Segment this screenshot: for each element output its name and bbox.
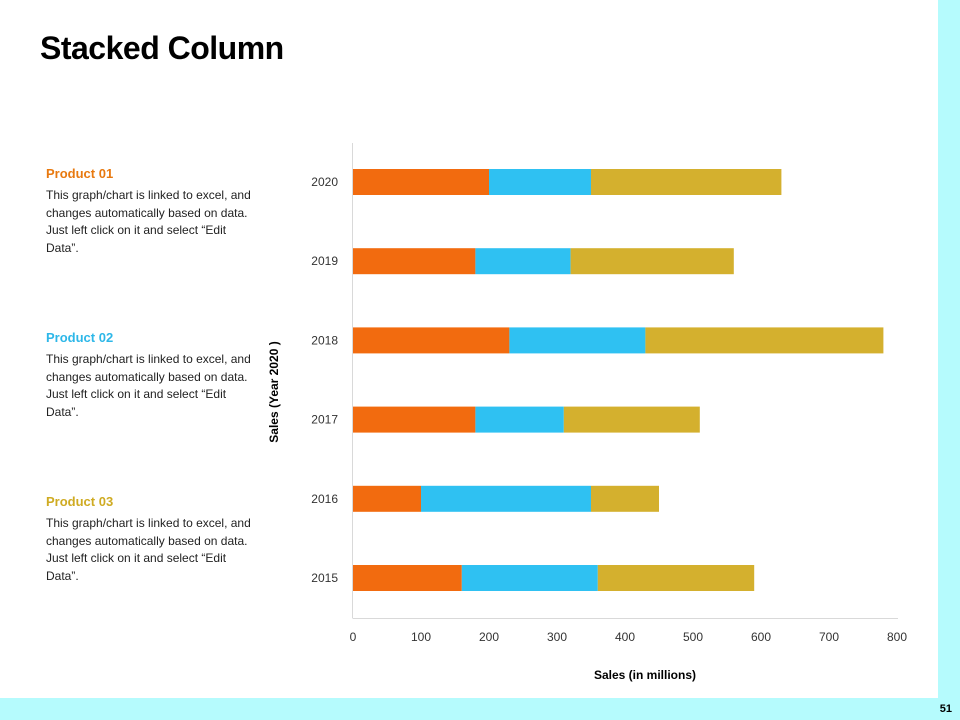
bar-2015-series-2 [461,565,598,591]
bar-2020-series-1 [353,169,489,195]
y-axis-title: Sales (Year 2020 ) [267,341,281,442]
bar-2019-series-3 [570,248,734,275]
product-01-title: Product 01 [46,166,114,181]
bar-2018-series-2 [509,327,646,354]
x-tick-label: 200 [479,630,499,644]
x-tick-label: 700 [819,630,839,644]
x-tick-label: 800 [887,630,907,644]
bars-group [353,169,884,591]
bar-2015-series-1 [353,565,462,591]
bar-2020-series-3 [591,169,782,195]
product-03-title: Product 03 [46,494,114,509]
x-tick-label: 100 [411,630,431,644]
bar-2016-series-3 [591,485,659,512]
y-tick-labels: 2015 2016 2017 2018 2019 2020 [311,175,338,585]
bar-2019-series-1 [353,248,476,275]
bar-2019-series-2 [475,248,571,275]
bottom-accent-band [0,698,960,720]
product-03-block: Product 03 This graph/chart is linked to… [46,494,256,585]
bar-2015-series-3 [597,565,755,591]
bar-2017-series-2 [475,406,564,433]
bar-2018-series-3 [645,327,884,354]
product-02-description: This graph/chart is linked to excel, and… [46,352,251,419]
bar-2016-series-2 [421,485,591,512]
page-title: Stacked Column [40,30,284,66]
y-tick-label: 2016 [311,492,338,506]
bar-2017-series-3 [563,406,700,433]
page-number: 51 [939,703,952,715]
x-tick-labels: 0 100 200 300 400 500 600 700 800 [350,630,908,644]
right-accent-band [938,0,960,720]
x-tick-label: 400 [615,630,635,644]
x-tick-label: 0 [350,630,357,644]
x-tick-label: 500 [683,630,703,644]
y-tick-label: 2015 [311,571,338,585]
x-tick-label: 600 [751,630,771,644]
product-01-description: This graph/chart is linked to excel, and… [46,188,251,255]
y-tick-label: 2017 [311,413,338,427]
product-01-block: Product 01 This graph/chart is linked to… [46,166,256,257]
y-tick-label: 2018 [311,333,338,347]
product-02-title: Product 02 [46,330,114,345]
x-axis-title: Sales (in millions) [594,668,696,682]
product-02-block: Product 02 This graph/chart is linked to… [46,330,256,421]
bar-2017-series-1 [353,406,476,433]
y-tick-label: 2019 [311,254,338,268]
x-tick-label: 300 [547,630,567,644]
bar-2018-series-1 [353,327,510,354]
product-03-description: This graph/chart is linked to excel, and… [46,516,251,583]
bar-2020-series-2 [489,169,591,195]
y-tick-label: 2020 [311,175,338,189]
bar-2016-series-1 [353,485,421,512]
